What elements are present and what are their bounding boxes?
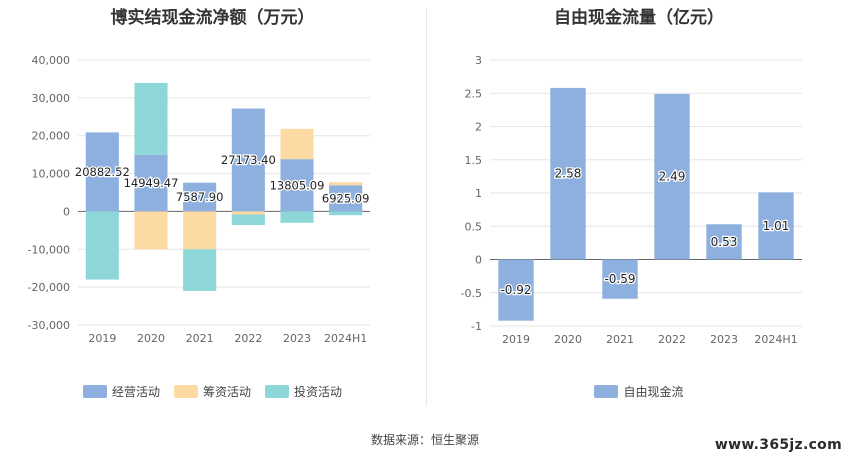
y-tick-label: -1 bbox=[471, 320, 482, 333]
bar-1 bbox=[134, 154, 168, 212]
y-tick-label: 30,000 bbox=[32, 92, 71, 105]
y-tick-label: 0 bbox=[475, 254, 482, 267]
bar-1 bbox=[280, 159, 314, 212]
data-label: 14949.47 bbox=[124, 176, 179, 190]
y-tick-label: 2 bbox=[475, 121, 482, 134]
bar-3 bbox=[329, 211, 363, 216]
y-tick-label: 0.5 bbox=[465, 220, 483, 233]
x-tick-label: 2022 bbox=[658, 333, 686, 346]
bar-1 bbox=[183, 182, 217, 212]
data-label: 20882.52 bbox=[75, 165, 130, 179]
x-tick-label: 2019 bbox=[88, 332, 116, 345]
fcf-chart-title: 自由现金流量（亿元） bbox=[554, 8, 724, 28]
x-tick-label: 2020 bbox=[554, 333, 582, 346]
bar-1 bbox=[85, 132, 119, 212]
bar-3 bbox=[231, 214, 265, 226]
y-tick-label: -30,000 bbox=[28, 319, 70, 332]
legend-swatch bbox=[173, 385, 198, 398]
data-label: 13805.09 bbox=[270, 178, 325, 192]
x-tick-label: 2019 bbox=[502, 333, 530, 346]
x-tick-label: 2022 bbox=[234, 332, 262, 345]
fcf-panel: 自由现金流量（亿元） -1 -0.5 0 0.5 1 1.5 2 2.5 3 2019 2020 20… bbox=[428, 0, 850, 410]
bar-3 bbox=[280, 211, 314, 223]
data-label: 2.49 bbox=[659, 170, 686, 184]
x-tick-label: 2024H1 bbox=[324, 332, 367, 345]
x-tick-label: 2023 bbox=[710, 333, 738, 346]
y-tick-label: -20,000 bbox=[28, 281, 70, 294]
legend-swatch bbox=[82, 385, 107, 398]
cashflow-panel: 博实结现金流净额（万元） -30,000 -20,000 -10,000 0 10,00… bbox=[0, 0, 425, 410]
cashflow-legend: 经营活动 筹资活动 投资活动 bbox=[0, 383, 425, 400]
y-tick-label: 0 bbox=[63, 205, 70, 218]
bar-3 bbox=[134, 82, 168, 155]
data-label: 7587.90 bbox=[176, 190, 224, 204]
y-tick-label: 1 bbox=[475, 187, 482, 200]
legend-item[interactable]: 筹资活动 bbox=[173, 383, 251, 400]
legend-item[interactable]: 投资活动 bbox=[265, 383, 342, 400]
y-tick-label: 20,000 bbox=[32, 130, 71, 143]
legend-label: 投资活动 bbox=[294, 385, 343, 399]
bar-3 bbox=[183, 249, 217, 291]
cashflow-chart: -30,000 -20,000 -10,000 0 10,000 20,000 30,000… bbox=[28, 54, 371, 345]
bar-1 bbox=[550, 87, 586, 260]
data-label: 0.53 bbox=[711, 235, 738, 249]
bar-1 bbox=[329, 185, 363, 212]
legend-label: 筹资活动 bbox=[202, 385, 251, 399]
data-label: 6925.09 bbox=[322, 191, 370, 205]
bar-1 bbox=[654, 93, 690, 260]
cashflow-chart-title: 博实结现金流净额（万元） bbox=[110, 8, 315, 28]
fcf-legend: 自由现金流 bbox=[428, 383, 850, 400]
legend-label: 经营活动 bbox=[111, 385, 160, 399]
data-label: 27173.40 bbox=[221, 153, 276, 167]
legend-item[interactable]: 经营活动 bbox=[82, 383, 160, 400]
x-tick-label: 2021 bbox=[186, 332, 214, 345]
legend-swatch bbox=[594, 385, 619, 398]
fcf-chart: -1 -0.5 0 0.5 1 1.5 2 2.5 3 2019 2020 2021 2022 2023 2… bbox=[461, 54, 802, 346]
bar-1 bbox=[758, 192, 794, 260]
y-tick-label: 10,000 bbox=[32, 168, 71, 181]
bar-2 bbox=[183, 211, 217, 250]
watermark: www.365jz.com bbox=[714, 437, 842, 453]
bar-2 bbox=[329, 182, 363, 186]
legend-item[interactable]: 自由现金流 bbox=[594, 383, 684, 400]
y-tick-label: 40,000 bbox=[32, 54, 71, 67]
y-tick-label: -0.5 bbox=[461, 287, 482, 300]
y-tick-label: -10,000 bbox=[28, 243, 70, 256]
bar-2 bbox=[134, 211, 168, 250]
x-tick-label: 2023 bbox=[283, 332, 311, 345]
legend-swatch bbox=[265, 385, 289, 398]
data-label: -0.59 bbox=[604, 272, 635, 286]
bar-1 bbox=[231, 108, 265, 212]
y-tick-label: 2.5 bbox=[465, 87, 483, 100]
y-tick-label: 1.5 bbox=[465, 154, 483, 167]
bar-2 bbox=[231, 211, 265, 215]
y-tick-label: 3 bbox=[475, 54, 482, 67]
panel-divider bbox=[426, 8, 427, 406]
x-tick-label: 2024H1 bbox=[754, 333, 797, 346]
data-source: 数据来源：恒生聚源 bbox=[370, 433, 479, 447]
x-tick-label: 2021 bbox=[606, 333, 634, 346]
x-tick-label: 2020 bbox=[137, 332, 165, 345]
bar-1 bbox=[498, 259, 534, 321]
bar-1 bbox=[706, 224, 742, 260]
legend-label: 自由现金流 bbox=[623, 385, 684, 399]
bar-2 bbox=[280, 128, 314, 160]
bar-1 bbox=[602, 259, 638, 299]
data-label: -0.92 bbox=[500, 283, 531, 297]
data-label: 1.01 bbox=[763, 219, 790, 233]
bar-3 bbox=[85, 211, 119, 280]
data-label: 2.58 bbox=[555, 167, 582, 181]
